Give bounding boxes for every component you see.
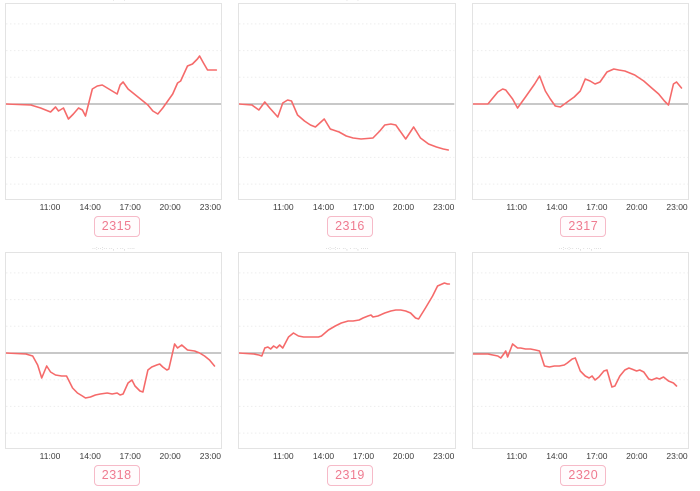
chart-id-badge[interactable]: 2316 [327,216,373,237]
x-tick-label: 20:00 [159,202,181,212]
chart-plot-area [238,3,456,200]
x-tick-label: 20:00 [392,202,415,212]
chart-micro-title: ··:··:·· ··, · ··, ···· [558,246,602,252]
chart-plot-area [471,3,689,200]
chart-id-badge[interactable]: 2320 [560,465,607,486]
badge-row: 2320 [467,465,700,486]
badge-row: 2318 [0,465,233,486]
x-tick-label: 23:00 [666,202,688,212]
x-tick-label: 17:00 [352,202,375,212]
badge-row: 2317 [467,216,700,237]
x-axis-ticks: 11:00 14:00 17:00 20:00 23:00 [472,449,689,462]
x-axis-ticks: 11:00 14:00 17:00 20:00 23:00 [238,200,455,213]
chart-id-badge[interactable]: 2319 [327,465,373,486]
line-chart [239,272,455,434]
x-tick-label: 11:00 [506,202,527,212]
chart-id-badge[interactable]: 2315 [93,216,140,237]
chart-card-2319: ··:··:·· ··, · ··, ···· 11:00 14:00 17:00 2… [233,245,466,491]
badge-row: 2315 [0,216,233,237]
chart-plot-area [238,252,456,449]
chart-micro-title: ··:··:·· ··, · ··, ···· [5,0,222,2]
x-tick-label: 23:00 [199,202,222,212]
x-tick-label: 17:00 [119,451,141,461]
badge-row: 2316 [233,216,466,237]
x-tick-label: 20:00 [626,451,648,461]
line-chart [239,23,455,185]
badge-row: 2319 [233,465,466,486]
line-chart [6,272,222,434]
chart-id-badge[interactable]: 2318 [93,465,140,486]
chart-micro-title: ··:··:·· ··, · ··, ···· [92,246,136,252]
x-tick-label: 17:00 [119,202,141,212]
x-tick-label: 17:00 [586,202,608,212]
x-tick-label: 23:00 [433,202,455,212]
chart-card-2316: ··:··:·· ··, · ··, ···· 11:00 14:00 17:00 2… [233,0,466,245]
x-tick-label: 20:00 [392,451,415,461]
chart-card-2315: ··:··:·· ··, · ··, ···· 11:00 14:00 17:00 2… [0,0,233,245]
x-tick-label: 14:00 [79,202,101,212]
chart-card-2320: ··:··:·· ··, · ··, ···· 11:00 14:00 17:00 2… [467,245,700,491]
x-tick-label: 17:00 [586,451,608,461]
x-tick-label: 14:00 [312,451,335,461]
chart-id-badge[interactable]: 2317 [560,216,607,237]
x-tick-label: 11:00 [39,451,61,461]
x-tick-label: 23:00 [433,451,455,461]
chart-card-2317: ··:··:·· ··, · ··, ···· 11:0014:0017:002… [467,0,700,245]
x-tick-label: 11:00 [506,451,527,461]
chart-plot-area [5,252,223,449]
x-axis-ticks: 11:00 14:00 17:00 20:00 23:00 [238,449,455,462]
x-tick-label: 14:00 [79,451,101,461]
x-tick-label: 11:00 [39,202,61,212]
x-tick-label: 14:00 [546,202,568,212]
x-tick-label: 11:00 [272,202,294,212]
x-tick-label: 20:00 [159,451,181,461]
line-chart [472,272,688,434]
chart-plot-area [471,252,689,449]
x-tick-label: 11:00 [272,451,294,461]
x-axis-ticks: 11:00 14:00 17:00 20:00 23:00 [5,449,222,462]
chart-micro-title: ··:··:·· ··, · ··, ···· [238,0,455,2]
line-chart [472,23,688,185]
line-chart [6,23,222,185]
x-tick-label: 14:00 [312,202,335,212]
x-tick-label: 23:00 [666,451,688,461]
x-axis-ticks: 11:00 14:00 17:00 20:00 23:00 [5,200,222,213]
chart-micro-title: ··:··:·· ··, · ··, ···· [325,246,369,252]
x-tick-label: 23:00 [199,451,222,461]
x-tick-label: 17:00 [352,451,375,461]
chart-plot-area [5,3,223,200]
x-tick-label: 20:00 [626,202,648,212]
x-tick-label: 14:00 [546,451,568,461]
chart-card-2318: ··:··:·· ··, · ··, ···· 11:00 14:00 17:00 2… [0,245,233,491]
x-axis-ticks: 11:00 14:00 17:00 20:00 23:00 [472,200,689,213]
